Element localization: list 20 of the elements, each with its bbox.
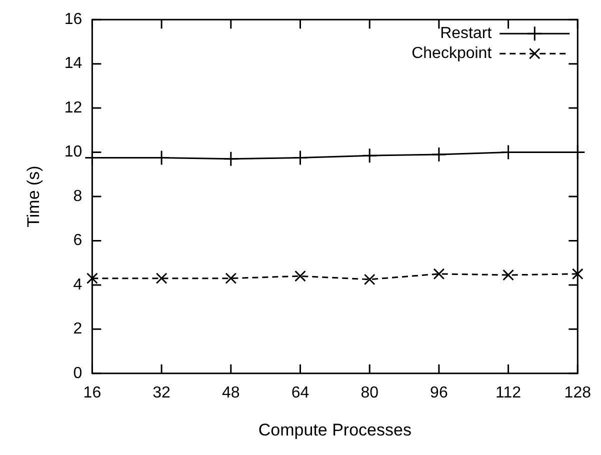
y-tick-label: 12 bbox=[64, 99, 82, 116]
y-tick-label: 6 bbox=[73, 232, 82, 250]
x-tick-label: 48 bbox=[222, 384, 240, 402]
y-tick-label: 0 bbox=[73, 364, 82, 382]
y-tick-label: 14 bbox=[64, 55, 82, 72]
x-tick-label: 64 bbox=[291, 384, 310, 402]
y-axis-title: Time (s) bbox=[24, 166, 43, 228]
y-tick-label: 4 bbox=[73, 276, 82, 294]
x-tick-label: 112 bbox=[496, 384, 522, 402]
y-tick-label: 2 bbox=[73, 320, 82, 338]
legend-label: Checkpoint bbox=[412, 45, 492, 62]
legend-label: Restart bbox=[440, 25, 492, 42]
x-tick-label: 80 bbox=[360, 384, 379, 402]
x-tick-label: 32 bbox=[152, 384, 171, 402]
x-tick-label: 96 bbox=[430, 384, 448, 402]
y-tick-label: 16 bbox=[64, 11, 82, 28]
y-tick-label: 8 bbox=[73, 188, 82, 205]
x-tick-label: 128 bbox=[564, 384, 592, 402]
y-tick-label: 10 bbox=[64, 144, 82, 161]
x-axis-title: Compute Processes bbox=[258, 420, 412, 440]
